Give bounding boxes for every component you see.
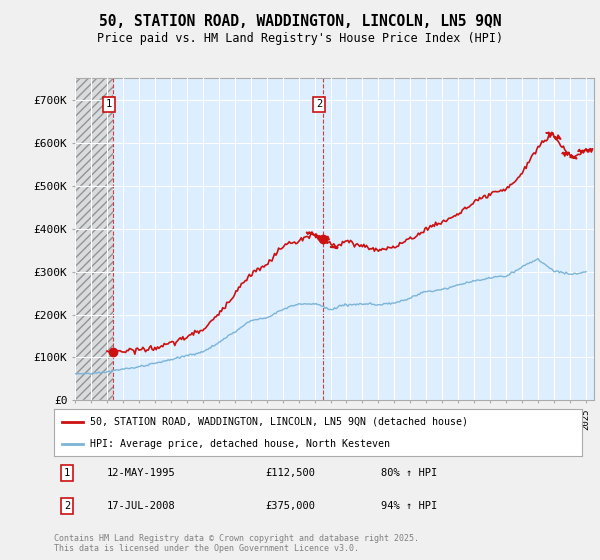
Text: 94% ↑ HPI: 94% ↑ HPI [382, 501, 437, 511]
Text: 12-MAY-1995: 12-MAY-1995 [107, 468, 176, 478]
Text: Price paid vs. HM Land Registry's House Price Index (HPI): Price paid vs. HM Land Registry's House … [97, 32, 503, 45]
Text: 2: 2 [316, 99, 322, 109]
Text: 50, STATION ROAD, WADDINGTON, LINCOLN, LN5 9QN: 50, STATION ROAD, WADDINGTON, LINCOLN, L… [99, 14, 501, 29]
Text: 17-JUL-2008: 17-JUL-2008 [107, 501, 176, 511]
Text: £375,000: £375,000 [265, 501, 315, 511]
Text: 1: 1 [106, 99, 112, 109]
Text: £112,500: £112,500 [265, 468, 315, 478]
Text: 80% ↑ HPI: 80% ↑ HPI [382, 468, 437, 478]
Text: 2: 2 [64, 501, 70, 511]
Text: 1: 1 [64, 468, 70, 478]
Text: 50, STATION ROAD, WADDINGTON, LINCOLN, LN5 9QN (detached house): 50, STATION ROAD, WADDINGTON, LINCOLN, L… [90, 417, 468, 427]
Text: HPI: Average price, detached house, North Kesteven: HPI: Average price, detached house, Nort… [90, 438, 390, 449]
Bar [75, 78, 113, 400]
Text: Contains HM Land Registry data © Crown copyright and database right 2025.
This d: Contains HM Land Registry data © Crown c… [54, 534, 419, 553]
